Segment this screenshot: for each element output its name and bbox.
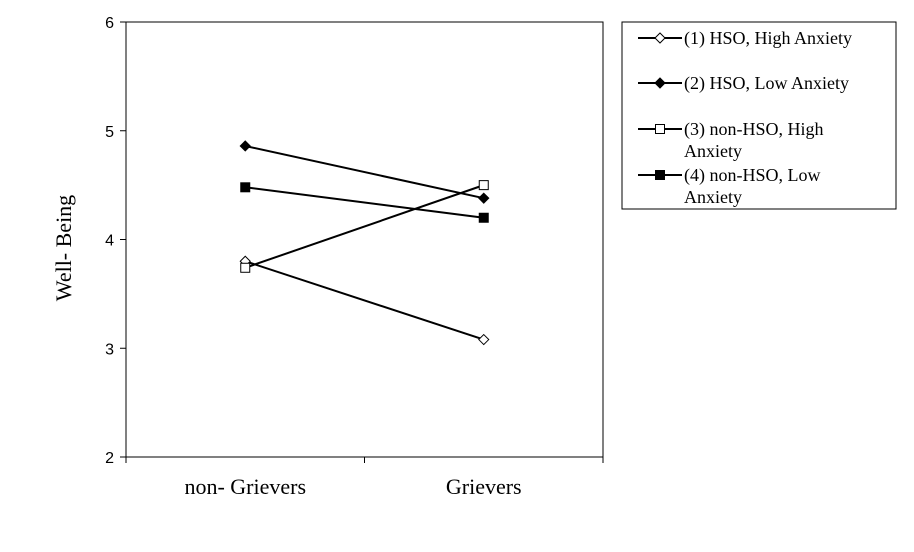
legend-box bbox=[621, 21, 897, 210]
y-tick-label: 6 bbox=[105, 15, 114, 32]
legend-label: (1) HSO, High Anxiety bbox=[684, 28, 852, 49]
y-tick-label: 3 bbox=[105, 341, 114, 358]
data-point bbox=[478, 212, 489, 223]
legend-marker bbox=[654, 77, 666, 89]
series-line bbox=[244, 184, 485, 269]
data-point bbox=[240, 262, 251, 273]
legend-marker bbox=[655, 170, 665, 180]
legend-label: (3) non-HSO, High Anxiety bbox=[684, 119, 824, 161]
data-point bbox=[478, 333, 490, 346]
legend-label: (2) HSO, Low Anxiety bbox=[684, 73, 849, 94]
data-point bbox=[478, 192, 490, 204]
data-point bbox=[240, 182, 251, 193]
plot-area-border bbox=[125, 21, 604, 458]
legend-item: (1) HSO, High Anxiety bbox=[638, 28, 852, 49]
x-category-label: non- Grievers bbox=[184, 474, 306, 499]
y-axis: 2 3 4 5 6 bbox=[105, 15, 126, 467]
series-line bbox=[244, 260, 485, 341]
series-layer bbox=[239, 140, 490, 346]
legend-marker bbox=[655, 124, 665, 134]
legend-marker bbox=[654, 32, 666, 44]
legend-label: (4) non-HSO, Low Anxiety bbox=[684, 165, 821, 207]
series-line bbox=[245, 186, 484, 219]
data-point bbox=[478, 180, 489, 191]
y-tick-label: 2 bbox=[105, 450, 114, 467]
series-line bbox=[245, 144, 484, 200]
legend-item: (2) HSO, Low Anxiety bbox=[638, 73, 849, 94]
y-axis-title: Well- Being bbox=[51, 195, 76, 301]
x-category-label: Grievers bbox=[446, 474, 522, 499]
legend-item: (3) non-HSO, High Anxiety bbox=[638, 119, 824, 161]
series-4 bbox=[240, 182, 489, 223]
legend-item: (4) non-HSO, Low Anxiety bbox=[638, 165, 821, 207]
plot-frame bbox=[125, 21, 604, 458]
data-point bbox=[239, 140, 251, 152]
y-tick-label: 4 bbox=[105, 233, 114, 250]
legend: (1) HSO, High Anxiety (2) HSO, Low Anxiet… bbox=[621, 21, 897, 210]
series-1 bbox=[239, 255, 490, 346]
x-axis: non- Grievers Grievers bbox=[125, 457, 604, 499]
y-tick-label: 5 bbox=[105, 124, 114, 141]
series-2 bbox=[239, 140, 490, 204]
series-3 bbox=[240, 180, 489, 273]
